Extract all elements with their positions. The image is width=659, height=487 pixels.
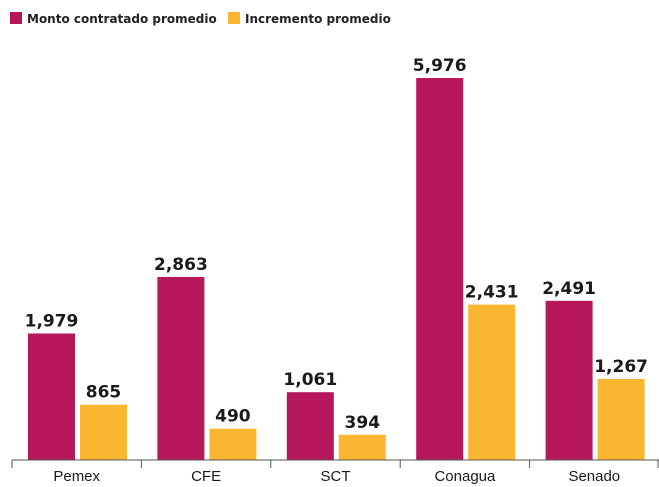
bar-incremento-sct bbox=[338, 434, 386, 460]
data-label-incremento-conagua: 2,431 bbox=[465, 283, 519, 303]
bar-monto-conagua bbox=[416, 78, 464, 460]
data-label-monto-senado: 2,491 bbox=[542, 279, 596, 299]
data-label-incremento-senado: 1,267 bbox=[594, 357, 648, 377]
legend: Monto contratado promedio Incremento pro… bbox=[10, 12, 391, 26]
data-label-incremento-cfe: 490 bbox=[215, 407, 251, 427]
legend-label-incremento: Incremento promedio bbox=[245, 12, 391, 26]
bar-monto-senado bbox=[545, 300, 593, 460]
x-axis: Pemex CFE SCT Conagua Senado bbox=[11, 459, 659, 485]
bar-monto-pemex bbox=[28, 333, 75, 460]
x-tick-label-cfe: CFE bbox=[191, 468, 221, 485]
data-label-incremento-pemex: 865 bbox=[86, 383, 122, 403]
data-label-incremento-sct: 394 bbox=[345, 413, 381, 433]
data-label-monto-pemex: 1,979 bbox=[25, 312, 79, 332]
data-label-monto-conagua: 5,976 bbox=[413, 56, 467, 76]
bar-monto-sct bbox=[286, 392, 334, 460]
bar-incremento-senado bbox=[597, 379, 645, 460]
plot-area: 1,979 865 2,863 490 1,061 394 5,976 2,431 2,491 1… bbox=[25, 56, 648, 460]
data-label-monto-cfe: 2,863 bbox=[154, 255, 208, 275]
x-tick-label-pemex: Pemex bbox=[53, 468, 100, 485]
bar-incremento-cfe bbox=[209, 428, 257, 460]
legend-swatch-incremento bbox=[228, 12, 240, 24]
x-tick-label-senado: Senado bbox=[568, 468, 620, 485]
bar-incremento-conagua bbox=[468, 304, 516, 460]
x-tick-label-sct: SCT bbox=[321, 468, 351, 485]
bar-incremento-pemex bbox=[80, 404, 127, 460]
legend-swatch-monto bbox=[10, 12, 22, 24]
data-label-monto-sct: 1,061 bbox=[283, 370, 337, 390]
bar-monto-cfe bbox=[157, 277, 205, 460]
legend-label-monto: Monto contratado promedio bbox=[27, 12, 217, 26]
x-tick-label-conagua: Conagua bbox=[434, 468, 496, 485]
